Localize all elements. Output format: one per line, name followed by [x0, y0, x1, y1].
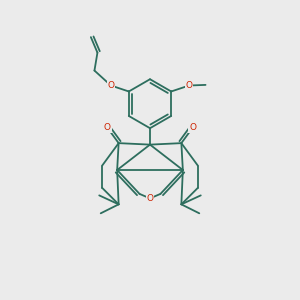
Text: O: O	[104, 123, 111, 132]
Text: O: O	[107, 81, 114, 90]
Text: O: O	[189, 123, 196, 132]
Text: O: O	[186, 81, 193, 90]
Text: O: O	[146, 194, 154, 203]
